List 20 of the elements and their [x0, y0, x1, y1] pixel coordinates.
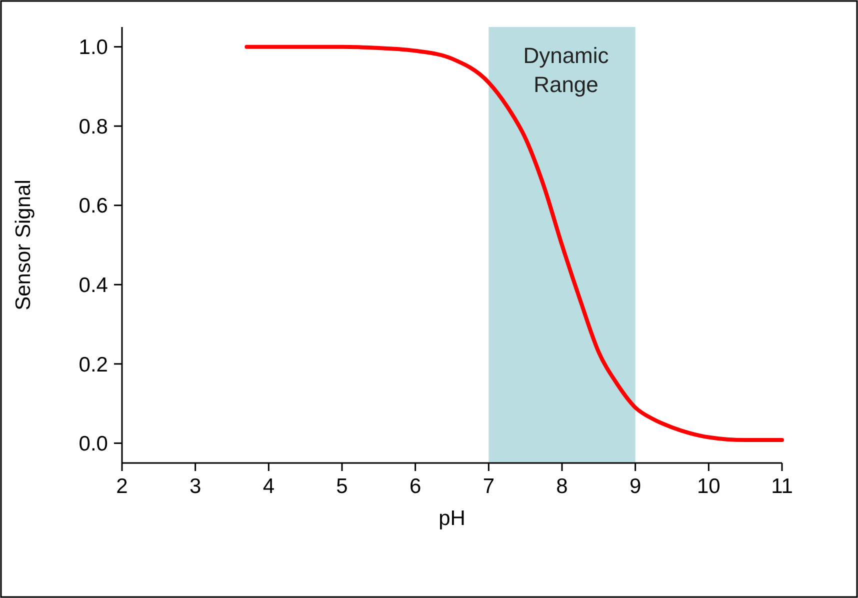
y-tick-label: 1.0 [78, 36, 108, 60]
x-tick-label: 6 [409, 475, 422, 498]
x-tick-label: 3 [189, 475, 202, 498]
y-tick-label: 0.2 [78, 353, 108, 376]
y-tick-label: 0.4 [78, 274, 108, 297]
x-axis-title: pH [438, 507, 466, 530]
y-tick-label: 0.8 [78, 115, 108, 138]
x-tick-label: 10 [696, 475, 720, 498]
x-tick-label: 9 [629, 475, 642, 498]
y-tick-label: 0.6 [78, 194, 108, 218]
x-tick-label: 2 [116, 475, 128, 498]
band-label: Dynamic Range [523, 43, 609, 97]
y-tick-label: 0.0 [78, 432, 108, 456]
x-tick-label: 11 [771, 475, 793, 498]
x-tick-label: 8 [556, 475, 568, 498]
x-tick-label: 7 [482, 475, 495, 498]
x-tick-label: 5 [336, 475, 348, 498]
line-series [244, 44, 784, 442]
y-axis-title: Sensor Signal [12, 180, 35, 310]
x-tick-label: 4 [262, 475, 275, 498]
